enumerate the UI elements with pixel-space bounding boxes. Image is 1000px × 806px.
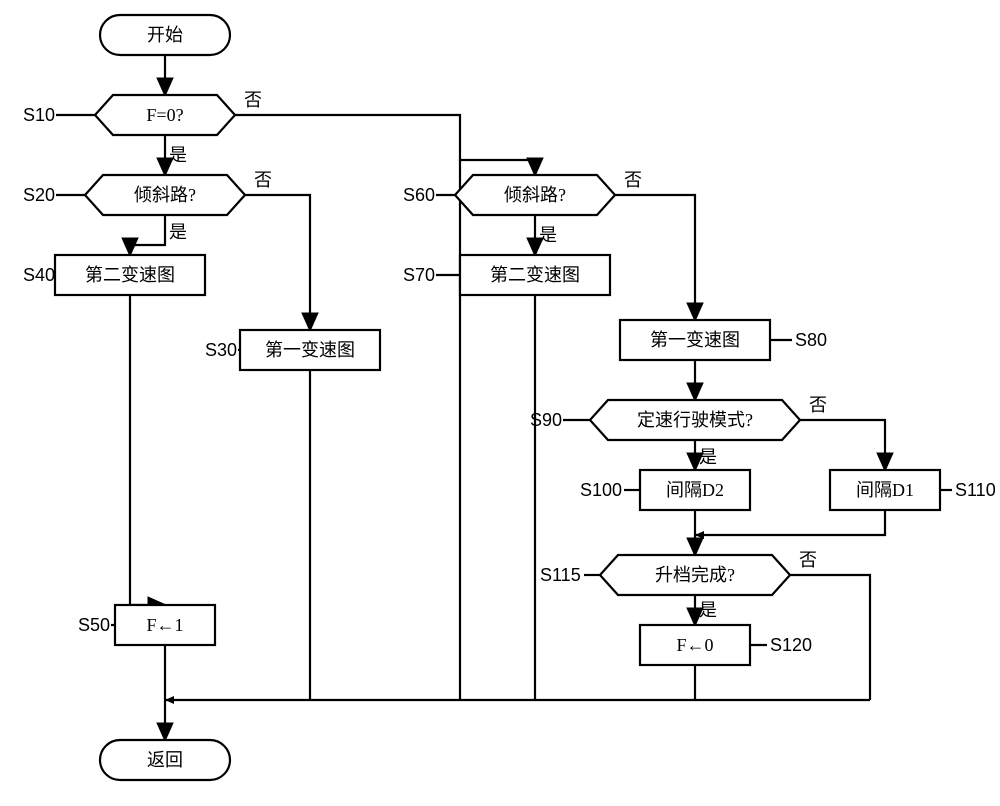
node-label: F←0 <box>676 635 713 655</box>
node-label: 定速行驶模式? <box>637 410 753 430</box>
node-s80: 第一变速图 <box>620 320 770 360</box>
step-label-s70: S70 <box>403 265 435 285</box>
node-s60: 倾斜路? <box>455 175 615 215</box>
node-label: 升档完成? <box>655 565 735 585</box>
node-return: 返回 <box>100 740 230 780</box>
node-s50: F←1 <box>115 605 215 645</box>
edge-label: 否 <box>244 90 262 110</box>
node-s70: 第二变速图 <box>460 255 610 295</box>
node-label: F=0? <box>146 105 183 125</box>
node-label: 开始 <box>147 25 183 45</box>
edge-label: 是 <box>699 447 717 467</box>
edge-label: 否 <box>809 395 827 415</box>
node-label: 间隔D1 <box>856 480 914 500</box>
step-label-s60: S60 <box>403 185 435 205</box>
node-label: F←1 <box>146 615 183 635</box>
edge-label: 是 <box>539 225 557 245</box>
node-s115: 升档完成? <box>600 555 790 595</box>
edge-label: 否 <box>799 550 817 570</box>
step-label-s80: S80 <box>795 330 827 350</box>
step-label-s90: S90 <box>530 410 562 430</box>
node-label: 返回 <box>147 750 183 770</box>
node-s20: 倾斜路? <box>85 175 245 215</box>
node-label: 倾斜路? <box>134 185 196 205</box>
node-label: 间隔D2 <box>666 480 724 500</box>
edge-label: 否 <box>624 170 642 190</box>
node-s10: F=0? <box>95 95 235 135</box>
node-s40: 第二变速图 <box>55 255 205 295</box>
node-label: 第二变速图 <box>85 265 175 285</box>
node-label: 倾斜路? <box>504 185 566 205</box>
step-label-s20: S20 <box>23 185 55 205</box>
step-label-s100: S100 <box>580 480 622 500</box>
edge-label: 是 <box>169 222 187 242</box>
step-label-s30: S30 <box>205 340 237 360</box>
node-s120: F←0 <box>640 625 750 665</box>
node-s100: 间隔D2 <box>640 470 750 510</box>
step-label-s40: S40 <box>23 265 55 285</box>
step-label-s50: S50 <box>78 615 110 635</box>
node-s90: 定速行驶模式? <box>590 400 800 440</box>
node-label: 第二变速图 <box>490 265 580 285</box>
node-s30: 第一变速图 <box>240 330 380 370</box>
step-label-s10: S10 <box>23 105 55 125</box>
edge-label: 是 <box>169 145 187 165</box>
node-label: 第一变速图 <box>650 330 740 350</box>
step-label-s110: S110 <box>955 480 996 500</box>
step-label-s120: S120 <box>770 635 812 655</box>
edge-label: 是 <box>699 600 717 620</box>
node-start: 开始 <box>100 15 230 55</box>
step-label-s115: S115 <box>540 565 581 585</box>
node-s110: 间隔D1 <box>830 470 940 510</box>
node-label: 第一变速图 <box>265 340 355 360</box>
edge-label: 否 <box>254 170 272 190</box>
